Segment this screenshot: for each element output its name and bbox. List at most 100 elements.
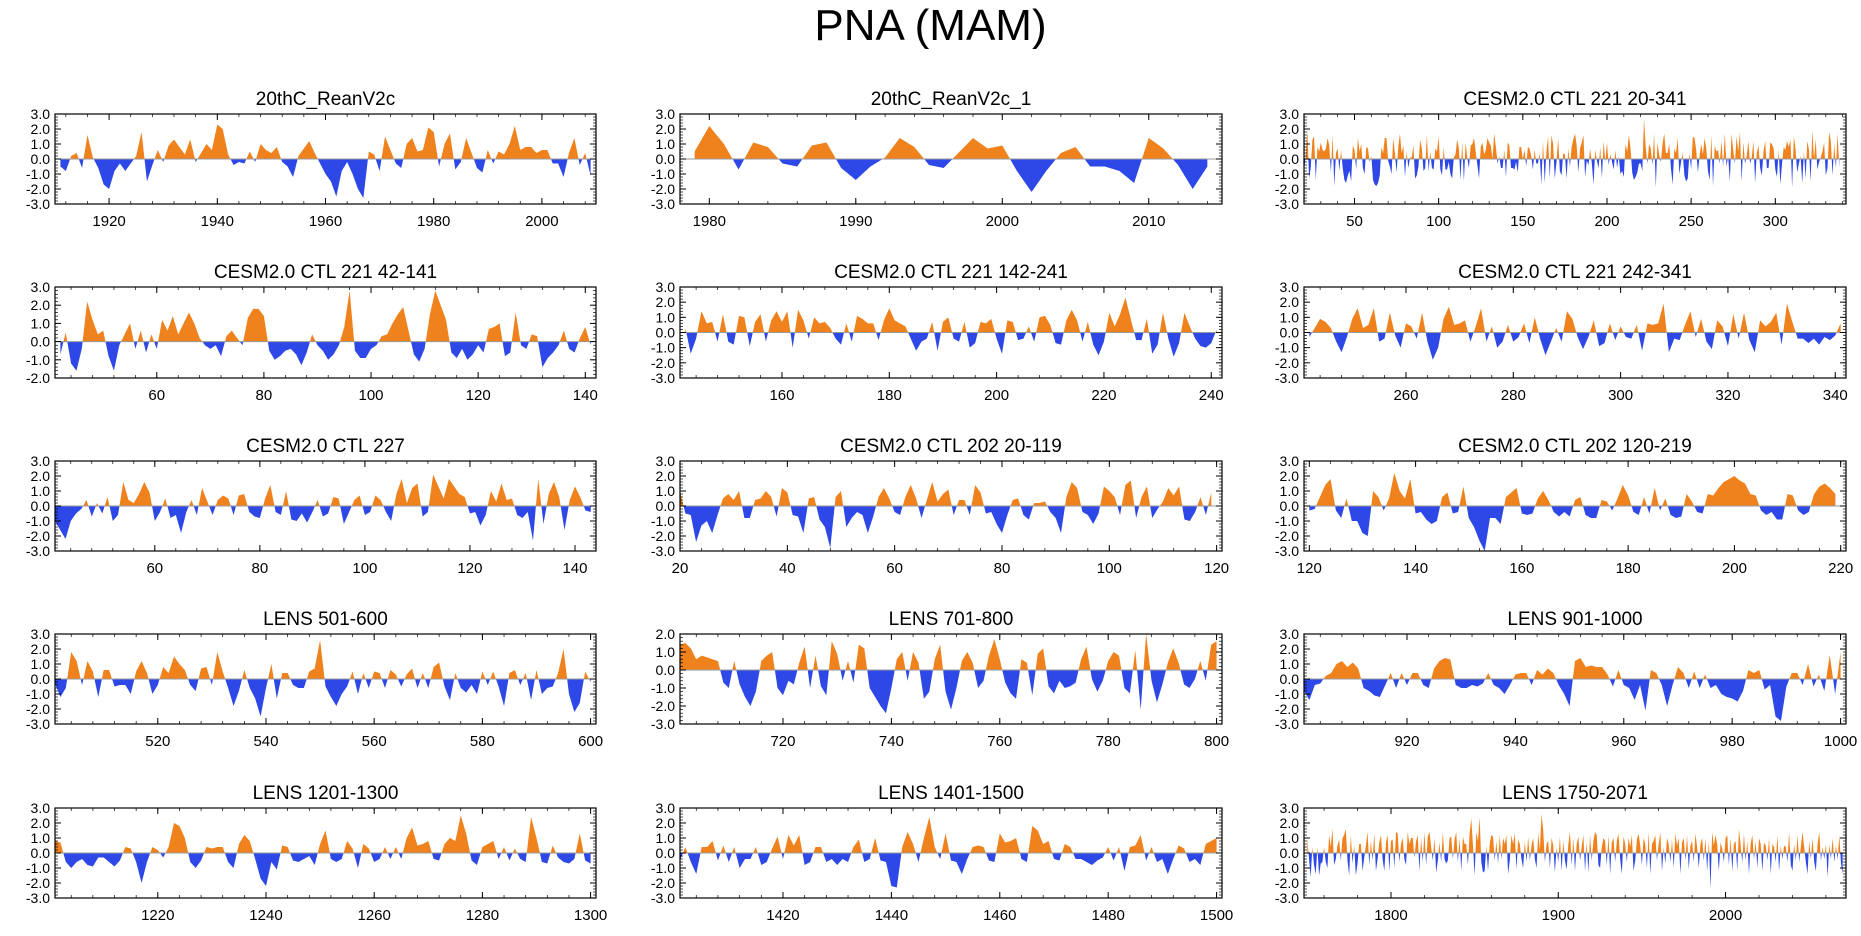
negative-area (55, 679, 591, 717)
y-tick-label: -2.0 (26, 370, 50, 386)
y-tick-label: 0.0 (656, 662, 676, 678)
negative-area (680, 506, 1212, 548)
negative-area (1309, 506, 1836, 551)
x-tick-label: 1900 (1542, 907, 1575, 924)
panel-title: CESM2.0 CTL 221 42-141 (214, 262, 437, 283)
negative-area (685, 332, 1217, 357)
x-tick-label: 940 (1503, 733, 1528, 750)
y-tick-label: -2.0 (651, 698, 675, 714)
x-tick-label: 1980 (417, 213, 450, 230)
y-tick-label: -1.0 (26, 513, 50, 529)
x-tick-label: 100 (359, 387, 384, 404)
y-tick-label: -2.0 (651, 528, 675, 544)
x-tick-label: 2000 (986, 213, 1019, 230)
x-tick-label: 560 (362, 733, 387, 750)
positive-area (1309, 303, 1841, 333)
x-tick-label: 160 (769, 387, 794, 404)
y-tick-label: -3.0 (651, 370, 675, 386)
y-tick-label: -2.0 (26, 181, 50, 197)
panel-4: CESM2.0 CTL 221 42-141 3.0 2.0 1.0 0.0 -1.0 -2… (26, 262, 598, 404)
y-tick-label: -3.0 (26, 196, 50, 212)
y-tick-label: -3.0 (1275, 370, 1299, 386)
y-tick-label: 1.0 (656, 830, 676, 846)
x-tick-label: 60 (146, 560, 163, 577)
panel-title: CESM2.0 CTL 221 142-241 (834, 262, 1068, 283)
y-tick-label: 1.0 (31, 483, 51, 499)
y-tick-label: 1.0 (1280, 136, 1300, 152)
positive-area (1304, 118, 1840, 159)
y-tick-label: 1.0 (1280, 309, 1300, 325)
panel-14: LENS 1401-1500 3.02.01.00.0-1.0-2.0-3.0 14… (651, 783, 1233, 924)
y-tick-label: 3.0 (31, 626, 51, 642)
x-tick-label: 2010 (1132, 213, 1165, 230)
x-tick-label: 760 (987, 733, 1012, 750)
y-tick-label: 1.0 (656, 644, 676, 660)
panel-13: LENS 1201-1300 3.02.01.00.0-1.0-2.0-3.0 12… (26, 783, 607, 924)
y-tick-label: 0.0 (1280, 671, 1300, 687)
y-tick-label: 0.0 (1280, 498, 1300, 514)
y-tick-label: -2.0 (651, 181, 675, 197)
y-tick-label: 3.0 (1280, 800, 1300, 816)
negative-area (1309, 332, 1841, 360)
y-tick-label: 2.0 (31, 297, 51, 313)
x-tick-label: 520 (145, 733, 170, 750)
y-tick-label: 0.0 (656, 151, 676, 167)
panel-title: LENS 1750-2071 (1502, 783, 1648, 804)
y-tick-label: -1.0 (26, 352, 50, 368)
y-tick-label: 3.0 (1280, 453, 1300, 469)
y-tick-label: 0.0 (31, 498, 51, 514)
x-tick-label: 980 (1720, 733, 1745, 750)
y-tick-label: -2.0 (26, 528, 50, 544)
y-tick-label: -2.0 (26, 701, 50, 717)
y-tick-label: -3.0 (651, 716, 675, 732)
plot-frame (679, 633, 1223, 725)
positive-area (1309, 473, 1836, 506)
positive-area (60, 124, 591, 159)
x-tick-label: 200 (984, 387, 1009, 404)
panel-title: CESM2.0 CTL 202 20-119 (840, 436, 1062, 457)
x-tick-label: 40 (779, 560, 796, 577)
x-tick-label: 250 (1679, 213, 1704, 230)
panel-2: 20thC_ReanV2c_1 3.02.01.00.0-1.0-2.0-3.0 1… (651, 89, 1223, 230)
x-tick-label: 720 (770, 733, 795, 750)
negative-area (694, 159, 1208, 192)
x-tick-label: 600 (578, 733, 603, 750)
negative-area (1304, 679, 1841, 721)
y-tick-label: 2.0 (31, 815, 51, 831)
panel-7: CESM2.0 CTL 227 3.02.01.00.0-1.0-2.0-3.0 6… (26, 436, 597, 577)
y-tick-label: 2.0 (656, 626, 676, 642)
y-tick-label: -2.0 (651, 875, 675, 891)
x-tick-label: 300 (1763, 213, 1788, 230)
panel-1: 20thC_ReanV2c 3.02.01.00.0-1.0-2.0-3.0 192… (26, 89, 597, 230)
x-tick-label: 540 (253, 733, 278, 750)
y-tick-label: 0.0 (656, 498, 676, 514)
panel-title: LENS 701-800 (889, 609, 1014, 630)
x-tick-label: 580 (470, 733, 495, 750)
y-tick-label: 1.0 (31, 830, 51, 846)
y-tick-label: -1.0 (651, 513, 675, 529)
panel-10: LENS 501-600 3.02.01.00.0-1.0-2.0-3.0 520 5… (26, 609, 603, 750)
x-tick-label: 1460 (983, 907, 1016, 924)
y-tick-label: 0.0 (31, 334, 51, 350)
y-tick-label: -1.0 (651, 340, 675, 356)
x-tick-label: 920 (1394, 733, 1419, 750)
x-tick-label: 2000 (525, 213, 558, 230)
panel-title: CESM2.0 CTL 227 (246, 436, 405, 457)
x-tick-label: 1260 (358, 907, 391, 924)
x-tick-label: 50 (1346, 213, 1363, 230)
x-tick-label: 2000 (1709, 907, 1742, 924)
y-tick-label: 0.0 (656, 325, 676, 341)
x-tick-label: 1920 (92, 213, 125, 230)
x-tick-label: 1280 (466, 907, 499, 924)
y-tick-label: 2.0 (1280, 121, 1300, 137)
x-tick-label: 1990 (839, 213, 872, 230)
x-tick-label: 1960 (309, 213, 342, 230)
y-tick-label: -1.0 (1275, 340, 1299, 356)
y-tick-label: -1.0 (26, 686, 50, 702)
x-tick-label: 780 (1096, 733, 1121, 750)
y-tick-label: 0.0 (1280, 325, 1300, 341)
panel-title: CESM2.0 CTL 221 242-341 (1458, 262, 1692, 283)
y-tick-label: 3.0 (656, 453, 676, 469)
x-tick-label: 20 (672, 560, 689, 577)
positive-area (680, 817, 1217, 853)
